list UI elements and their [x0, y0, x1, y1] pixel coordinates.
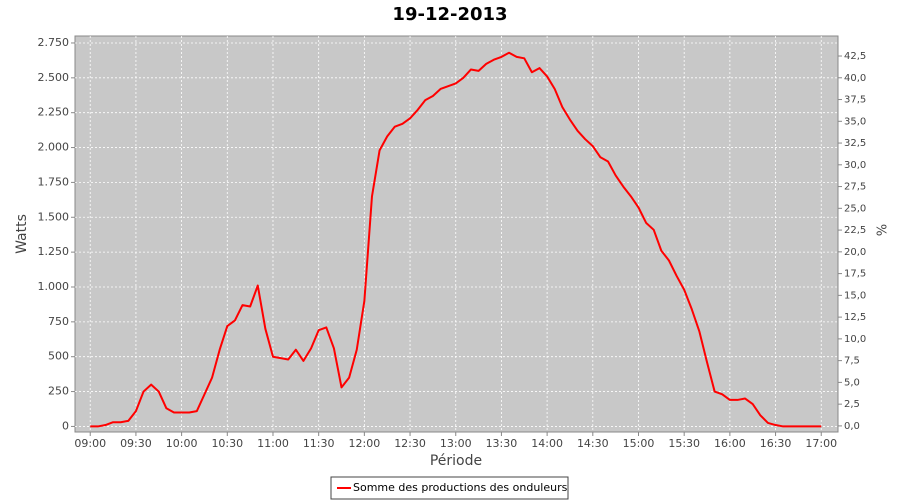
y-tick-label: 1.750	[38, 175, 70, 188]
x-tick-label: 11:30	[303, 437, 335, 450]
y-tick-label: 1.250	[38, 245, 70, 258]
y-tick-label: 2.750	[38, 36, 70, 49]
y2-tick-label: 5,0	[844, 377, 860, 388]
chart-title: 19-12-2013	[392, 4, 507, 25]
y-tick-label: 750	[48, 315, 69, 328]
x-tick-label: 14:00	[531, 437, 563, 450]
plot-area	[74, 35, 839, 433]
x-tick-label: 09:00	[74, 437, 106, 450]
y2-axis-label: %	[873, 224, 888, 236]
x-tick-label: 13:00	[440, 437, 472, 450]
y-tick-label: 2.000	[38, 141, 70, 154]
y-tick-label: 250	[48, 385, 69, 398]
legend-label: Somme des productions des onduleurs	[353, 481, 568, 494]
x-tick-label: 10:00	[166, 437, 198, 450]
y2-tick-label: 42,5	[844, 51, 866, 62]
y2-tick-label: 27,5	[844, 182, 866, 193]
y2-tick-label: 37,5	[844, 95, 866, 106]
legend-box	[330, 476, 569, 500]
x-tick-label: 11:00	[257, 437, 289, 450]
x-tick-label: 12:00	[349, 437, 381, 450]
y2-tick-label: 32,5	[844, 138, 866, 149]
y2-tick-label: 15,0	[844, 290, 866, 301]
y2-tick-label: 25,0	[844, 203, 866, 214]
y2-tick-label: 7,5	[844, 356, 860, 367]
x-tick-label: 10:30	[211, 437, 243, 450]
x-tick-label: 14:30	[577, 437, 609, 450]
series-line	[90, 51, 822, 428]
y-tick-label: 2.250	[38, 106, 70, 119]
y2-tick-label: 17,5	[844, 269, 866, 280]
y2-tick-label: 12,5	[844, 312, 866, 323]
y-tick-label: 0	[62, 419, 69, 432]
y2-tick-label: 20,0	[844, 247, 866, 258]
y2-tick-label: 10,0	[844, 334, 866, 345]
y-tick-label: 1.500	[38, 210, 70, 223]
y2-tick-label: 2,5	[844, 399, 860, 410]
y2-tick-label: 0,0	[844, 421, 860, 432]
x-tick-label: 12:30	[394, 437, 426, 450]
y2-tick-label: 35,0	[844, 116, 866, 127]
y2-tick-label: 30,0	[844, 160, 866, 171]
x-tick-label: 17:00	[805, 437, 837, 450]
x-tick-label: 16:30	[760, 437, 792, 450]
y2-tick-label: 40,0	[844, 73, 866, 84]
x-tick-label: 15:30	[668, 437, 700, 450]
y2-tick-label: 22,5	[844, 225, 866, 236]
x-axis-label: Période	[430, 453, 482, 469]
y-tick-label: 1.000	[38, 280, 70, 293]
y-tick-label: 2.500	[38, 71, 70, 84]
x-tick-label: 15:00	[623, 437, 655, 450]
x-tick-label: 09:30	[120, 437, 152, 450]
x-tick-label: 16:00	[714, 437, 746, 450]
y-axis-label: Watts	[14, 214, 30, 254]
y-tick-label: 500	[48, 350, 69, 363]
x-tick-label: 13:30	[486, 437, 518, 450]
